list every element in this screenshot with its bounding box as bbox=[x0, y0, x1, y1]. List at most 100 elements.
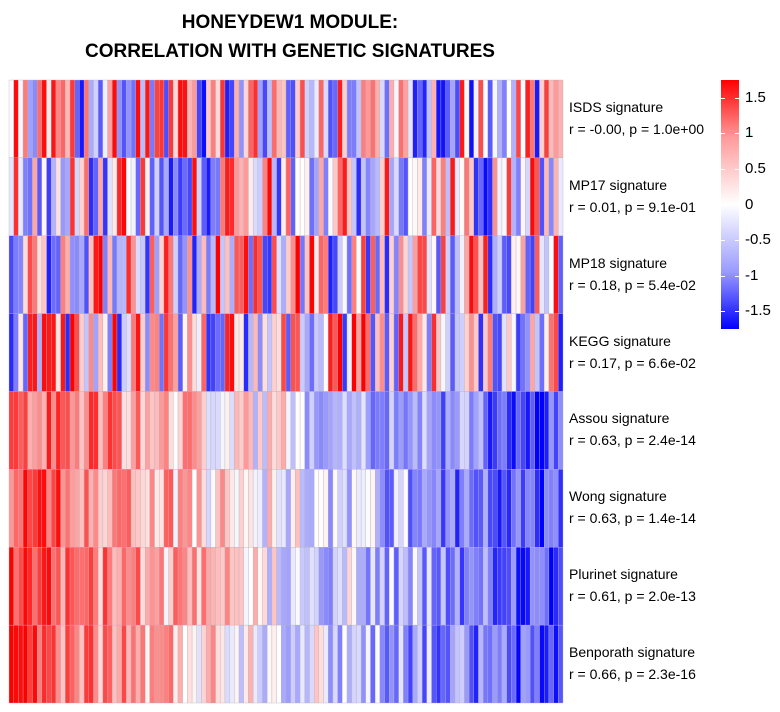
heatmap-cell bbox=[389, 547, 395, 626]
heatmap-cell bbox=[337, 157, 343, 236]
heatmap-cell bbox=[55, 469, 61, 548]
heatmap-cell bbox=[342, 235, 348, 314]
heatmap-cell bbox=[436, 157, 442, 236]
heatmap-cell bbox=[112, 157, 118, 236]
heatmap-cell bbox=[459, 157, 465, 236]
heatmap-cell bbox=[407, 235, 413, 314]
heatmap-cell bbox=[365, 624, 371, 704]
heatmap-cell bbox=[515, 391, 521, 470]
heatmap-cell bbox=[210, 469, 216, 548]
heatmap-cell bbox=[65, 235, 71, 314]
heatmap-cell bbox=[328, 157, 334, 236]
heatmap-cell bbox=[93, 391, 99, 470]
heatmap-cell bbox=[478, 157, 484, 236]
heatmap-cell bbox=[346, 469, 352, 548]
heatmap-cell bbox=[121, 235, 127, 314]
heatmap-cell bbox=[196, 313, 202, 392]
heatmap-cell bbox=[483, 391, 489, 470]
heatmap-cell bbox=[318, 547, 324, 626]
heatmap-cell bbox=[553, 469, 559, 548]
heatmap-cell bbox=[558, 313, 564, 392]
heatmap-cell bbox=[454, 79, 460, 159]
heatmap-cell bbox=[290, 547, 296, 626]
heatmap-cell bbox=[51, 157, 57, 236]
heatmap-cell bbox=[65, 391, 71, 470]
heatmap-cell bbox=[384, 624, 390, 704]
heatmap-cell bbox=[74, 235, 80, 314]
heatmap-cell bbox=[328, 624, 334, 704]
heatmap-cell bbox=[323, 313, 329, 392]
heatmap-cell bbox=[177, 235, 183, 314]
heatmap-cell bbox=[234, 235, 240, 314]
heatmap-cell bbox=[267, 157, 273, 236]
heatmap-cell bbox=[407, 391, 413, 470]
heatmap-cell bbox=[375, 79, 381, 159]
heatmap-cell bbox=[8, 469, 14, 548]
row-label-stat: r = 0.18, p = 5.4e-02 bbox=[569, 276, 696, 293]
heatmap-cell bbox=[201, 391, 207, 470]
heatmap-cell bbox=[285, 157, 291, 236]
heatmap-cell bbox=[412, 235, 418, 314]
heatmap-cell bbox=[144, 235, 151, 314]
heatmap-cell bbox=[426, 547, 432, 626]
heatmap-cell bbox=[346, 79, 352, 159]
heatmap-cell bbox=[440, 235, 446, 314]
heatmap-cell bbox=[407, 157, 413, 236]
heatmap-cell bbox=[215, 624, 221, 704]
color-legend-tick-mark bbox=[735, 133, 739, 135]
heatmap-cell bbox=[13, 624, 19, 704]
color-legend-tick-mark bbox=[721, 133, 725, 135]
heatmap-cell bbox=[318, 624, 324, 704]
heatmap-cell bbox=[346, 624, 352, 704]
heatmap-cell bbox=[501, 79, 507, 159]
heatmap-cell bbox=[436, 469, 442, 548]
heatmap-cell bbox=[290, 391, 296, 470]
heatmap-cell bbox=[450, 391, 456, 470]
heatmap-cell bbox=[55, 547, 61, 626]
heatmap-cell bbox=[98, 235, 104, 314]
heatmap-cell bbox=[318, 157, 324, 236]
row-label-stat: r = 0.61, p = 2.0e-13 bbox=[569, 588, 696, 605]
heatmap-cell bbox=[55, 391, 61, 470]
heatmap-cell bbox=[201, 157, 207, 236]
heatmap-cell bbox=[168, 547, 174, 626]
heatmap-cell bbox=[201, 624, 207, 704]
heatmap-cell bbox=[440, 624, 446, 704]
heatmap-cell bbox=[511, 469, 517, 548]
heatmap-cell bbox=[248, 235, 254, 314]
heatmap-cell bbox=[525, 624, 531, 704]
heatmap-cells bbox=[8, 79, 564, 704]
heatmap-cell bbox=[248, 157, 254, 236]
heatmap-cell bbox=[313, 391, 320, 470]
heatmap-cell bbox=[375, 547, 381, 626]
heatmap-cell bbox=[121, 313, 127, 392]
heatmap-cell bbox=[529, 79, 536, 159]
heatmap-cell bbox=[389, 235, 395, 314]
heatmap-cell bbox=[393, 79, 399, 159]
heatmap-cell bbox=[102, 313, 108, 392]
heatmap-cell bbox=[69, 235, 75, 314]
heatmap-cell bbox=[201, 235, 207, 314]
heatmap-cell bbox=[525, 547, 531, 626]
heatmap-cell bbox=[318, 391, 324, 470]
heatmap-cell bbox=[497, 313, 503, 392]
heatmap-cell bbox=[285, 79, 291, 159]
heatmap-cell bbox=[220, 624, 226, 704]
heatmap-cell bbox=[107, 235, 113, 314]
heatmap-cell bbox=[304, 624, 310, 704]
heatmap-cell bbox=[515, 79, 521, 159]
heatmap-cell bbox=[506, 235, 512, 314]
heatmap-cell bbox=[328, 547, 334, 626]
heatmap-cell bbox=[356, 391, 362, 470]
heatmap-cell bbox=[262, 624, 268, 704]
heatmap-cell bbox=[220, 391, 226, 470]
heatmap-cell bbox=[525, 157, 531, 236]
heatmap-cell bbox=[398, 547, 404, 626]
heatmap-cell bbox=[252, 624, 259, 704]
heatmap-cell bbox=[252, 547, 259, 626]
heatmap-cell bbox=[412, 391, 418, 470]
heatmap-cell bbox=[468, 313, 474, 392]
heatmap-cell bbox=[478, 391, 484, 470]
heatmap-cell bbox=[69, 391, 75, 470]
heatmap-cell bbox=[426, 469, 432, 548]
